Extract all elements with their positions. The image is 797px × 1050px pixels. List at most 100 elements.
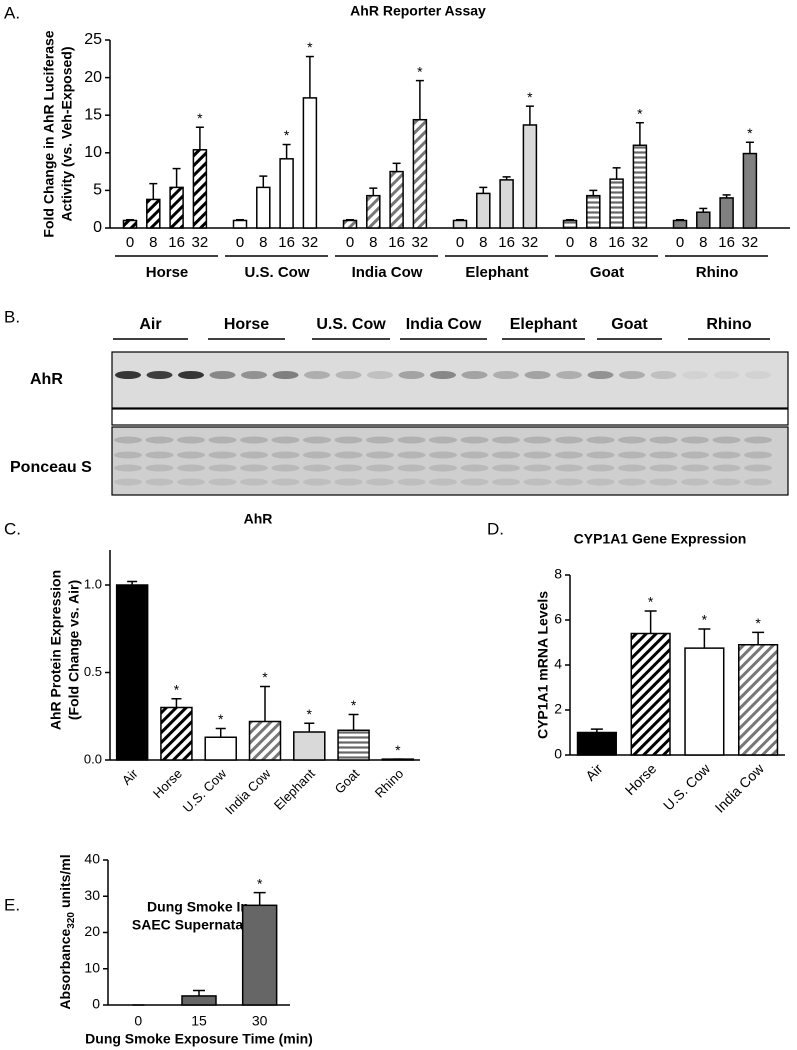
ponceau-band: [744, 436, 772, 444]
lane-label: Horse: [224, 316, 269, 333]
significance: *: [307, 39, 313, 55]
x-tick-label: India Cow: [712, 760, 768, 816]
ponceau-band: [240, 436, 268, 444]
blot-band: [493, 371, 519, 379]
ponceau-band: [712, 451, 741, 459]
significance: *: [257, 875, 263, 891]
ponceau-band: [271, 478, 300, 486]
blot-band: [430, 371, 456, 379]
ponceau-band: [240, 451, 268, 459]
significance: *: [395, 742, 401, 758]
x-tick-label: 8: [479, 234, 487, 251]
significance: *: [648, 594, 654, 610]
y-tick-label: 8: [554, 566, 562, 582]
bar: [738, 644, 779, 756]
y-tick-label: 0: [554, 746, 562, 762]
ponceau-band: [334, 436, 363, 444]
lane-label: U.S. Cow: [316, 316, 386, 333]
ponceau-band: [303, 478, 331, 486]
blot-band: [682, 371, 708, 379]
y-axis-label-part: 320: [66, 912, 77, 929]
bar: [181, 995, 217, 1006]
ponceau-band: [114, 436, 142, 444]
ponceau-band: [114, 464, 142, 472]
significance: *: [755, 615, 761, 631]
x-tick-label: 0: [236, 234, 244, 251]
x-tick-label: Horse: [150, 766, 185, 801]
ponceau-band: [366, 451, 394, 459]
y-axis-label: Activity (vs. Veh-Exposed): [59, 46, 75, 221]
ponceau-band: [177, 464, 205, 472]
ponceau-band: [460, 451, 489, 459]
ponceau-band: [555, 436, 583, 444]
ponceau-band: [523, 436, 552, 444]
y-tick-label: 25: [84, 31, 102, 48]
x-tick-label: 32: [742, 234, 759, 251]
ponceau-band: [649, 436, 678, 444]
ponceau-band: [397, 436, 426, 444]
blot-band: [272, 371, 299, 379]
bar: [632, 144, 648, 229]
y-tick-label: 20: [84, 69, 102, 86]
ponceau-band: [712, 436, 741, 444]
bar: [293, 731, 326, 761]
x-tick-label: 32: [412, 234, 429, 251]
ponceau-band: [303, 451, 331, 459]
significance: *: [747, 125, 753, 141]
y-tick-label: 0.0: [84, 751, 102, 766]
bar: [302, 97, 318, 229]
y-tick-label: 0: [93, 219, 102, 236]
panel-label: E.: [4, 895, 20, 914]
ponceau-band: [429, 464, 457, 472]
y-axis-label: AhR Protein Expression: [48, 570, 64, 730]
ponceau-band: [114, 451, 142, 459]
x-tick-label: 15: [191, 1013, 207, 1029]
group-label: Elephant: [465, 264, 528, 281]
ponceau-band: [240, 464, 268, 472]
lane-label: Elephant: [510, 316, 578, 333]
significance: *: [637, 105, 643, 121]
group-label: Horse: [146, 264, 189, 281]
significance: *: [702, 612, 708, 628]
y-axis-label: CYP1A1 mRNA Levels: [535, 591, 551, 739]
panel-label: A.: [4, 3, 20, 22]
bar: [366, 194, 381, 229]
x-tick-label: 8: [149, 234, 157, 251]
x-tick-label: 0: [126, 234, 134, 251]
ponceau-band: [492, 436, 520, 444]
chart-title: Dung Smoke In: [147, 899, 249, 915]
significance: *: [218, 711, 224, 727]
group-label: Goat: [590, 264, 624, 281]
chart-title: CYP1A1 Gene Expression: [574, 531, 747, 547]
ponceau-band: [586, 478, 615, 486]
x-tick-label: 16: [388, 234, 405, 251]
ponceau-band: [397, 478, 426, 486]
blot-spacer: [111, 408, 789, 426]
bar: [169, 186, 184, 229]
ponceau-band: [334, 451, 363, 459]
x-tick-label: 32: [302, 234, 319, 251]
group-label: U.S. Cow: [244, 264, 309, 281]
ponceau-band: [618, 478, 646, 486]
ponceau-band: [712, 478, 741, 486]
ponceau-band: [523, 478, 552, 486]
group-label: Rhino: [696, 264, 739, 281]
blot-band: [241, 371, 267, 379]
y-tick-label: 6: [554, 611, 562, 627]
ponceau-band: [649, 464, 678, 472]
x-tick-label: 16: [278, 234, 295, 251]
blot-band: [209, 371, 236, 379]
blot-lanes: [114, 371, 772, 486]
row-label: AhR: [30, 371, 63, 388]
ponceau-band: [145, 478, 174, 486]
x-tick-label: 0: [134, 1013, 142, 1029]
ponceau-band: [523, 464, 552, 472]
lane-label: Air: [139, 316, 161, 333]
ponceau-band: [177, 436, 205, 444]
ponceau-band: [649, 478, 678, 486]
y-tick-label: 40: [84, 851, 100, 867]
ponceau-band: [744, 464, 772, 472]
y-tick-label: 0: [92, 996, 100, 1012]
ponceau-band: [649, 451, 678, 459]
